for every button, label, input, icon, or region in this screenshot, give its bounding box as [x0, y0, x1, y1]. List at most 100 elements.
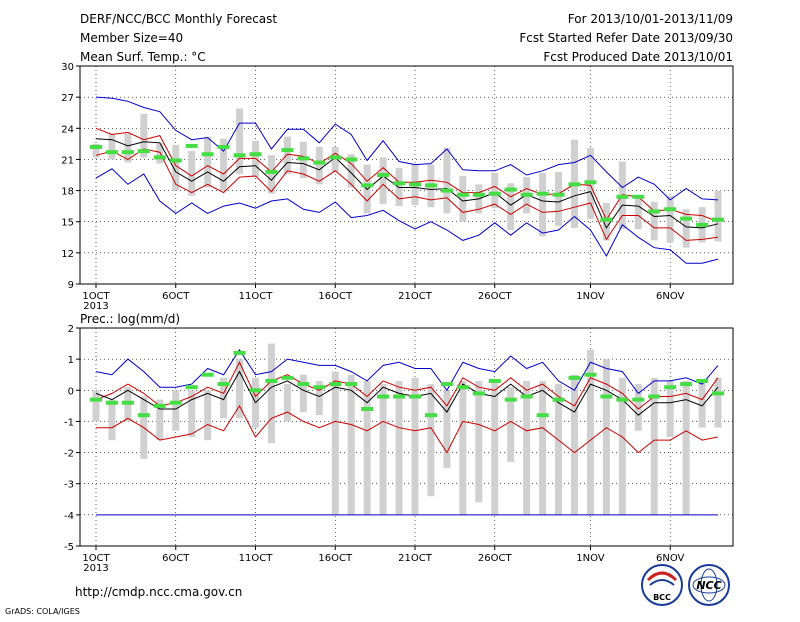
prec-spread-box — [315, 380, 323, 416]
prec-ytick-label: -4 — [64, 511, 74, 522]
prec-spread-box — [395, 380, 403, 515]
prec-climate-marker — [696, 378, 709, 383]
temp-spread-box — [555, 171, 563, 226]
temp-climate-marker — [137, 149, 150, 154]
prec-xtick-label: 6NOV — [656, 553, 685, 564]
temp-spread-box — [682, 209, 690, 248]
bcc-logo-text: BCC — [653, 593, 671, 602]
ncc-logo: NCC — [688, 564, 730, 606]
figure-title: DERF/NCC/BCC Monthly Forecast — [80, 12, 277, 26]
temp-climate-marker — [456, 192, 469, 197]
temp-mean-line — [95, 138, 719, 229]
prec-spread-box — [92, 390, 100, 422]
prec-ytick-label: -2 — [64, 449, 74, 460]
prec-ytick-label: 1 — [68, 355, 74, 366]
temp-climate-marker — [169, 158, 182, 163]
temp-climate-marker — [90, 144, 102, 149]
prec-climate-marker — [680, 382, 693, 387]
prec-spread-box — [347, 374, 355, 515]
temp-plot-frame — [79, 65, 734, 285]
prec-spread-box — [283, 384, 291, 422]
prec-climate-marker — [121, 400, 134, 405]
temp-climate-marker — [568, 182, 581, 187]
prec-spread-box — [714, 377, 722, 428]
temp-p10-line — [95, 148, 719, 241]
prec-climate-marker — [137, 413, 150, 418]
prec-spread-box — [698, 380, 706, 428]
temp-xtick-label: 21OCT — [398, 291, 433, 302]
temp-climate-marker — [249, 152, 262, 157]
prec-xtick-label: 26OCT — [478, 553, 513, 564]
prec-spread-box — [586, 349, 594, 515]
temp-climate-marker — [536, 191, 549, 196]
temp-spread-box — [539, 172, 547, 237]
prec-climate-marker — [632, 397, 645, 402]
temp-climate-marker — [201, 152, 214, 157]
precipitation-variable-label: Prec.: log(mm/d) — [80, 312, 180, 326]
temp-ytick-label: 30 — [61, 62, 74, 73]
prec-ytick-label: -5 — [64, 542, 74, 553]
temp-climate-marker — [664, 207, 677, 212]
temp-climate-marker — [313, 160, 326, 165]
temp-ytick-label: 18 — [61, 187, 74, 198]
prec-climate-marker — [313, 385, 326, 390]
temp-xtick-label: 11OCT — [239, 291, 274, 302]
temp-climate-marker — [552, 192, 565, 197]
temp-climate-marker — [121, 150, 134, 155]
prec-spread-box — [459, 380, 467, 515]
temp-xtick-label: 6NOV — [656, 291, 685, 302]
bcc-logo: BCC — [641, 564, 683, 606]
fcst-produced-label: Fcst Produced Date 2013/10/01 — [543, 50, 733, 64]
prec-climate-marker — [520, 394, 533, 399]
temp-climate-marker — [472, 192, 485, 197]
prec-spread-box — [682, 380, 690, 515]
temp-spread-box — [491, 172, 499, 209]
prec-spread-box — [618, 377, 626, 515]
prec-spread-box — [475, 380, 483, 503]
prec-climate-marker — [185, 385, 198, 390]
prec-climate-marker — [568, 375, 581, 380]
prec-climate-marker — [105, 400, 118, 405]
temp-climate-marker — [217, 144, 230, 149]
temp-spread-box — [650, 201, 658, 241]
temperature-panel: 9 12 15 18 21 24 27 30 1OCT 6OCT 11OCT 16OCT 21OCT 26… — [61, 62, 734, 312]
prec-spread-box — [602, 359, 610, 515]
forecast-period-label: For 2013/10/01-2013/11/09 — [568, 12, 733, 26]
temp-spread-box — [507, 183, 515, 231]
prec-xtick-label: 1NOV — [576, 553, 605, 564]
prec-spread-box — [220, 377, 228, 419]
temp-climate-marker — [329, 155, 342, 160]
temp-spread-box — [379, 157, 387, 205]
prec-mean-line — [95, 370, 719, 416]
prec-climate-marker — [297, 382, 310, 387]
temp-climate-marker — [632, 194, 645, 199]
temp-xtick-label: 1OCT — [82, 291, 110, 302]
prec-climate-marker — [281, 375, 294, 380]
temp-climate-marker — [680, 216, 693, 221]
prec-xtick-label: 16OCT — [318, 553, 353, 564]
temp-climate-marker — [377, 173, 390, 177]
prec-climate-marker — [648, 394, 661, 399]
temp-spread-box — [220, 138, 228, 191]
temp-climate-marker — [393, 181, 406, 186]
prec-climate-marker — [201, 372, 214, 377]
temp-climate-marker — [600, 217, 613, 222]
temp-climate-marker — [265, 169, 278, 174]
prec-spread-box — [363, 380, 371, 515]
temp-spread-box — [108, 133, 116, 160]
temp-climate-marker — [488, 191, 501, 196]
ncc-logo-text: NCC — [696, 579, 721, 592]
temp-xtick-label: 1NOV — [576, 291, 605, 302]
prec-climate-marker — [552, 397, 565, 402]
member-size-label: Member Size=40 — [80, 31, 183, 45]
temp-spread-box — [347, 154, 355, 188]
prec-climate-marker — [472, 391, 485, 396]
temp-climate-marker — [712, 217, 725, 222]
prec-climate-marker — [409, 394, 421, 399]
prec-climate-marker — [424, 413, 437, 418]
temp-climate-marker — [409, 182, 421, 187]
temp-spread-box — [315, 146, 323, 185]
prec-climate-marker — [456, 385, 469, 390]
